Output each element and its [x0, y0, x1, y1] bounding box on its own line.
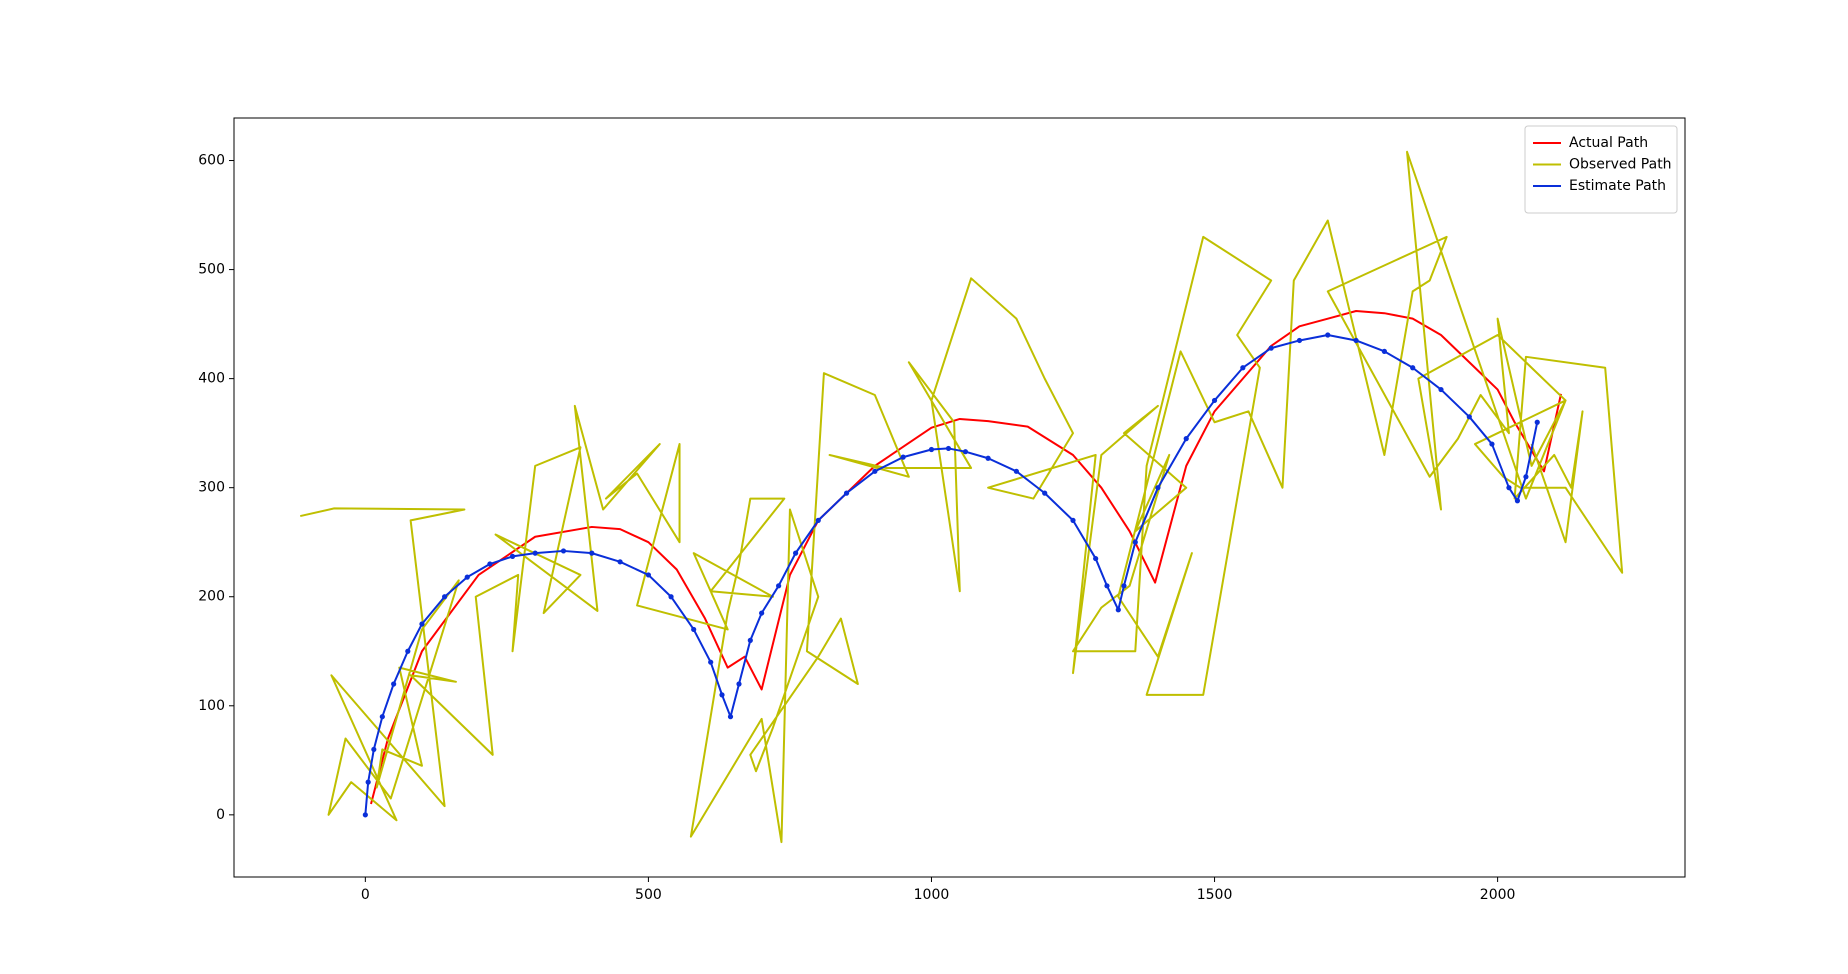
point-marker — [719, 692, 725, 698]
point-marker — [617, 559, 623, 565]
point-marker — [872, 468, 878, 474]
point-marker — [776, 583, 782, 589]
point-marker — [1514, 498, 1521, 504]
point-marker — [391, 681, 397, 687]
legend-label: Estimate Path — [1569, 178, 1666, 194]
point-marker — [1121, 583, 1127, 589]
legend-label: Observed Path — [1569, 157, 1672, 173]
point-marker — [560, 548, 567, 554]
point-marker — [727, 714, 734, 720]
point-marker — [487, 561, 493, 567]
point-marker — [1410, 365, 1416, 371]
point-marker — [1211, 397, 1218, 404]
point-marker — [365, 779, 371, 785]
point-marker — [1353, 337, 1359, 344]
point-marker — [1296, 337, 1303, 344]
point-marker — [379, 714, 385, 720]
point-marker — [1268, 345, 1274, 351]
point-marker — [1070, 517, 1076, 524]
y-tick-label: 400 — [198, 371, 225, 387]
point-marker — [1523, 474, 1529, 480]
x-tick-label: 1500 — [1197, 887, 1233, 903]
point-marker — [362, 812, 368, 818]
point-marker — [985, 455, 991, 461]
point-marker — [815, 517, 821, 524]
point-marker — [1506, 485, 1512, 491]
x-tick-label: 0 — [361, 887, 370, 903]
x-tick-label: 2000 — [1480, 887, 1516, 903]
series-line — [370, 310, 1562, 805]
point-marker — [759, 610, 765, 616]
point-marker — [1132, 539, 1138, 545]
point-marker — [589, 550, 595, 556]
point-marker — [1438, 386, 1444, 393]
point-marker — [1093, 555, 1099, 562]
point-marker — [1183, 436, 1189, 442]
point-marker — [1155, 485, 1161, 491]
point-marker — [1115, 607, 1121, 613]
legend-label: Actual Path — [1569, 135, 1648, 151]
point-marker — [736, 681, 742, 687]
legend-box — [1524, 125, 1678, 214]
y-tick-label: 100 — [198, 698, 225, 714]
point-marker — [691, 626, 697, 633]
y-tick-label: 300 — [198, 480, 225, 496]
point-marker — [945, 445, 952, 452]
x-tick-label: 1000 — [914, 887, 950, 903]
y-tick-label: 500 — [198, 262, 225, 278]
point-marker — [1325, 332, 1331, 338]
y-tick-label: 200 — [198, 589, 225, 605]
point-marker — [371, 746, 377, 753]
point-marker — [1489, 441, 1495, 447]
point-marker — [668, 594, 674, 600]
point-marker — [1534, 419, 1540, 425]
point-marker — [464, 574, 470, 580]
point-marker — [793, 550, 799, 556]
plot-frame — [233, 117, 1686, 878]
point-marker — [1381, 348, 1387, 354]
point-marker — [442, 594, 448, 600]
point-marker — [900, 454, 906, 460]
point-marker — [962, 449, 969, 455]
point-marker — [1466, 414, 1472, 420]
point-marker — [509, 553, 516, 559]
point-marker — [928, 446, 935, 453]
y-tick-label: 600 — [198, 153, 225, 169]
y-tick-label: 0 — [216, 807, 225, 823]
series-line — [300, 150, 1624, 844]
point-marker — [843, 490, 850, 496]
point-marker — [1240, 365, 1246, 371]
point-marker — [419, 621, 425, 627]
point-marker — [1104, 583, 1110, 589]
point-marker — [532, 550, 538, 556]
point-marker — [1013, 468, 1019, 474]
point-marker — [1042, 490, 1048, 496]
x-tick-label: 500 — [635, 887, 662, 903]
point-marker — [708, 659, 714, 665]
point-marker — [645, 572, 652, 578]
point-marker — [747, 637, 753, 643]
point-marker — [405, 648, 411, 654]
